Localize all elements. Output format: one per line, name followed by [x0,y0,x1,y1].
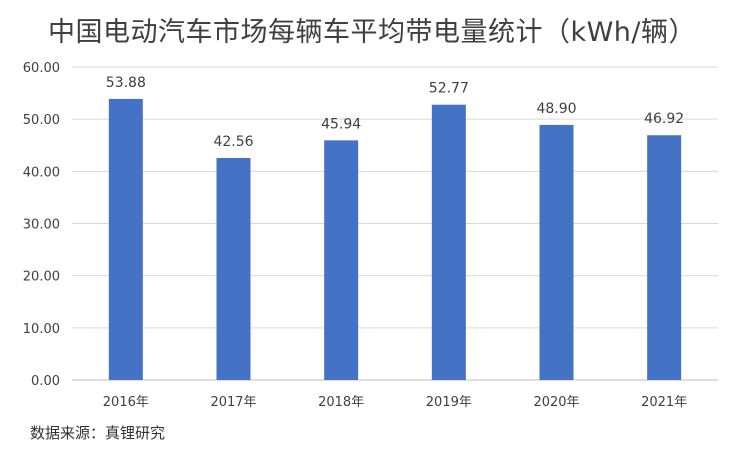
bars [108,98,682,381]
bar [647,135,682,380]
bar [108,98,143,381]
y-tick-label: 50.00 [23,113,60,128]
x-tick-label: 2021年 [641,395,687,410]
y-tick-label: 0.00 [31,374,60,389]
data-label: 48.90 [536,101,576,117]
x-tick-label: 2020年 [533,395,579,410]
x-tick-label: 2017年 [210,395,256,410]
y-axis-ticks: 0.00 10.00 20.00 30.00 40.00 50.00 60.00 [23,61,60,389]
y-tick-label: 20.00 [23,270,60,285]
data-label: 45.94 [321,116,361,132]
grid-lines [72,66,718,381]
chart-title: 中国电动汽车市场每辆车平均带电量统计（kWh/辆） [47,17,697,48]
data-label: 53.88 [106,75,146,91]
bar [324,140,359,380]
data-label: 52.77 [429,81,469,97]
bar [539,124,574,380]
data-label: 46.92 [644,111,684,127]
y-tick-label: 40.00 [23,165,60,180]
bar [431,104,466,381]
x-tick-label: 2016年 [103,395,149,410]
x-tick-label: 2019年 [426,395,472,410]
bar [216,157,251,380]
y-tick-label: 60.00 [23,61,60,76]
x-tick-label: 2018年 [318,395,364,410]
y-tick-label: 30.00 [23,218,60,233]
y-tick-label: 10.00 [23,322,60,337]
source-note: 数据来源：真锂研究 [30,424,166,442]
data-labels: 53.88 42.56 45.94 52.77 48.90 46.92 [106,75,684,150]
x-axis-ticks: 2016年 2017年 2018年 2019年 2020年 2021年 [103,395,687,410]
data-label: 42.56 [213,134,253,150]
